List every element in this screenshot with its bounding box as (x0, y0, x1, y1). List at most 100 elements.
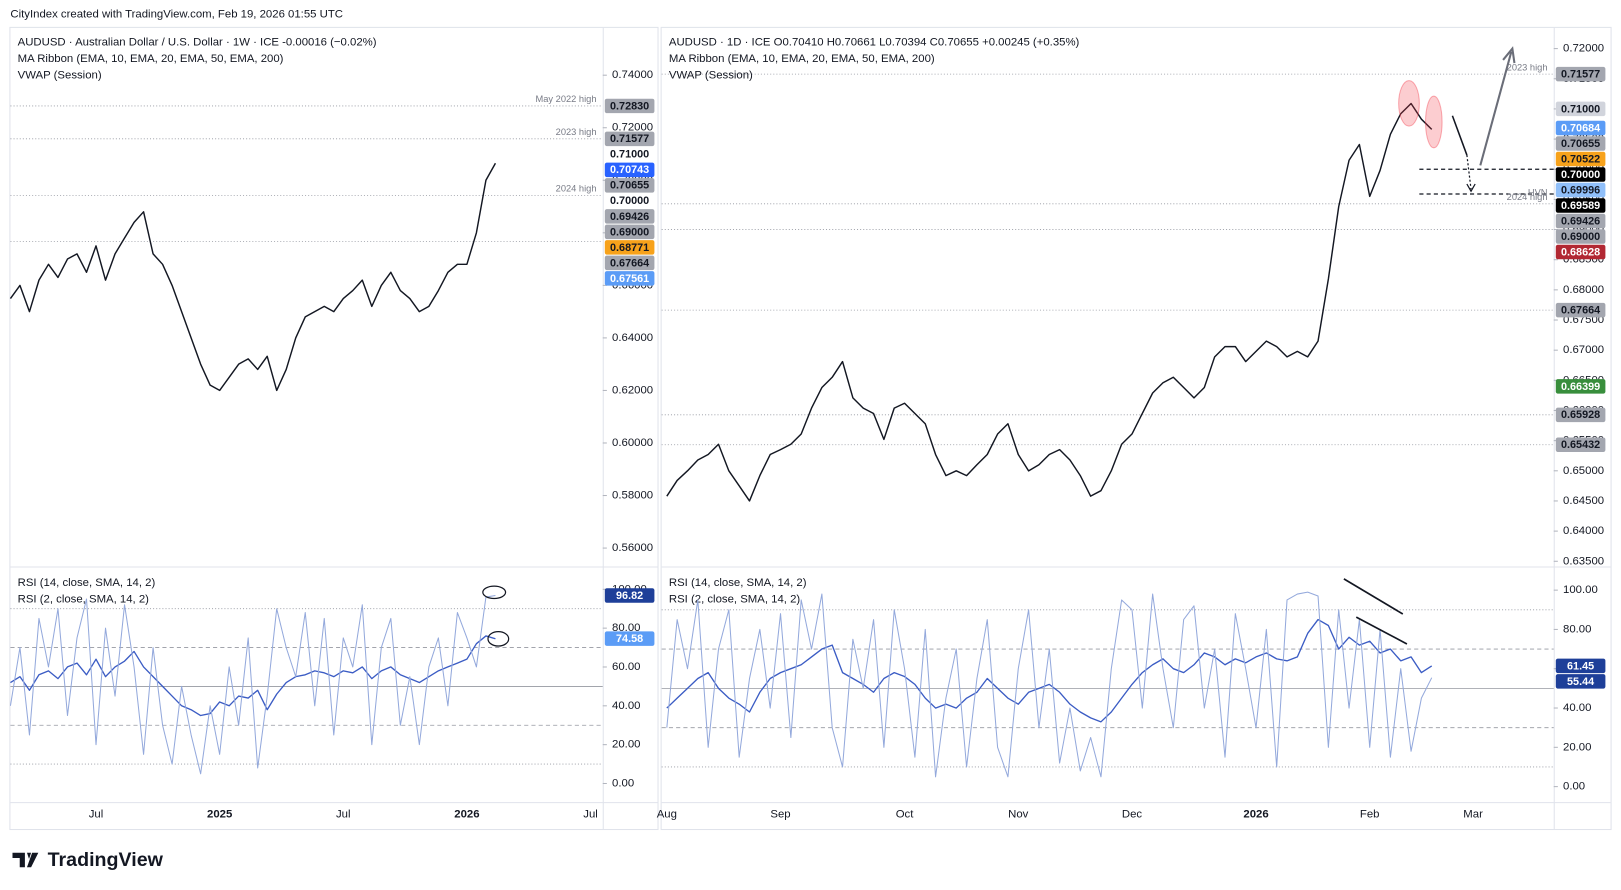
x-tick-label: Jul (89, 809, 104, 821)
y-tick-label: 20.00 (1563, 741, 1591, 753)
legend-text: RSI (14, close, SMA, 14, 2) (669, 577, 807, 589)
circle-marker (487, 630, 510, 647)
legend-text: AUDUSD · Australian Dollar / U.S. Dollar… (18, 36, 377, 48)
legend-text: MA Ribbon (EMA, 10, EMA, 20, EMA, 50, EM… (669, 53, 935, 65)
price-tag (1555, 198, 1606, 213)
y-tick-label: 0.00 (612, 777, 634, 789)
price-tag-label: 0.70684 (1561, 122, 1600, 134)
plots: May 2022 high 2023 high 2024 high 0.56000 0.… (9, 36, 1606, 821)
price-tag (1555, 167, 1606, 182)
price-tag-label: 74.58 (616, 633, 643, 645)
price-tag (1555, 120, 1606, 136)
price-tag (604, 209, 655, 224)
series-line (666, 618, 1433, 723)
price-tag (604, 131, 655, 147)
y-tick-label: 80.00 (1563, 623, 1591, 635)
y-tick-label: 0.63500 (1563, 555, 1604, 567)
highlight-ellipse (1398, 80, 1420, 127)
series-line (666, 591, 1433, 778)
logo-mark (12, 852, 39, 868)
price-tag (1555, 302, 1606, 318)
panel-frames (9, 26, 1612, 831)
price-tag-label: 0.71577 (610, 133, 649, 145)
price-tag (1555, 379, 1606, 394)
price-tag-label: 0.70000 (1561, 169, 1600, 181)
x-tick-label: Oct (896, 809, 915, 821)
price-tag (604, 224, 655, 240)
y-tick-label: 60.00 (612, 661, 640, 673)
price-tag (1555, 213, 1606, 229)
price-tag-label: 0.69996 (1561, 184, 1600, 196)
circle-marker (482, 585, 507, 600)
price-tag (604, 178, 655, 193)
drawings (482, 46, 1516, 647)
y-tick-label: 0.72000 (1563, 43, 1604, 55)
price-tag-label: 0.68771 (610, 242, 649, 254)
y-tick-label: 80.00 (612, 622, 640, 634)
price-tag (1555, 244, 1606, 260)
y-tick-label: 0.62000 (612, 384, 653, 396)
legend-text: VWAP (Session) (669, 69, 753, 81)
price-tag-label: 0.67664 (1561, 304, 1600, 316)
price-tag-label: 0.67561 (610, 273, 649, 285)
price-tag (1555, 182, 1606, 198)
price-tag (1555, 658, 1606, 674)
price-tag (604, 255, 655, 271)
price-tag-label: 61.45 (1567, 660, 1594, 672)
x-tick-label: Dec (1122, 809, 1143, 821)
legend-text: AUDUSD · 1D · ICE O0.70410 H0.70661 L0.7… (669, 36, 1080, 48)
arrow-head (1466, 183, 1476, 193)
annotation-label: 2024 high (1507, 192, 1548, 202)
y-tick-label: 0.60000 (612, 437, 653, 449)
price-tag (1555, 151, 1606, 167)
price-tag-label: 0.69426 (610, 211, 649, 223)
price-tag (1555, 674, 1606, 689)
trend-line (1343, 578, 1404, 615)
header-text: CityIndex created with TradingView.com, … (10, 8, 343, 20)
price-tag (1555, 229, 1606, 244)
legend-text: RSI (2, close, SMA, 14, 2) (669, 594, 801, 606)
price-tag (604, 588, 655, 603)
y-tick-label: 0.67000 (1563, 344, 1604, 356)
price-tag (604, 240, 655, 255)
left-panel-frame (9, 26, 659, 831)
price-tag (604, 631, 655, 646)
legend-text: RSI (14, close, SMA, 14, 2) (18, 577, 156, 589)
price-tag (604, 162, 655, 178)
price-tag-label: 0.72830 (610, 100, 649, 112)
legend-text: RSI (2, close, SMA, 14, 2) (18, 594, 150, 606)
y-tick-label: 0.56000 (612, 542, 653, 554)
y-tick-label: 0.68000 (1563, 284, 1604, 296)
price-tag-label: 0.65432 (1561, 439, 1600, 451)
series-line (9, 594, 496, 775)
y-tick-label: 0.74000 (612, 69, 653, 81)
y-tick-label: 40.00 (1563, 702, 1591, 714)
x-tick-label: Aug (657, 809, 677, 821)
arrow (1479, 51, 1513, 166)
annotation-label: 2024 high (556, 184, 597, 194)
trend-line (1355, 616, 1408, 645)
annotation-label: May 2022 high (536, 94, 597, 104)
right-panel-frame (660, 26, 1612, 831)
brand-text: TradingView (48, 849, 164, 871)
price-tag (604, 271, 655, 286)
series-line (9, 162, 497, 392)
price-tag-label: 0.66399 (1561, 381, 1600, 393)
legend-text: VWAP (Session) (18, 69, 102, 81)
y-tick-label: 0.00 (1563, 781, 1585, 793)
arrow-head (1502, 46, 1516, 64)
y-tick-label: 20.00 (612, 739, 640, 751)
price-tag (604, 193, 655, 209)
y-tick-label: 0.64000 (612, 332, 653, 344)
price-tag-label: 0.67664 (610, 257, 649, 269)
price-tag (1555, 66, 1606, 82)
x-tick-label: 2026 (1243, 809, 1268, 821)
price-tag (1555, 101, 1606, 117)
annotation-label: 2023 high (556, 127, 597, 137)
price-tag-label: 0.70000 (610, 195, 649, 207)
price-tag-label: 0.71000 (1561, 103, 1600, 115)
price-tag-label: 0.70655 (1561, 138, 1600, 150)
price-tag-label: 55.44 (1567, 676, 1594, 688)
